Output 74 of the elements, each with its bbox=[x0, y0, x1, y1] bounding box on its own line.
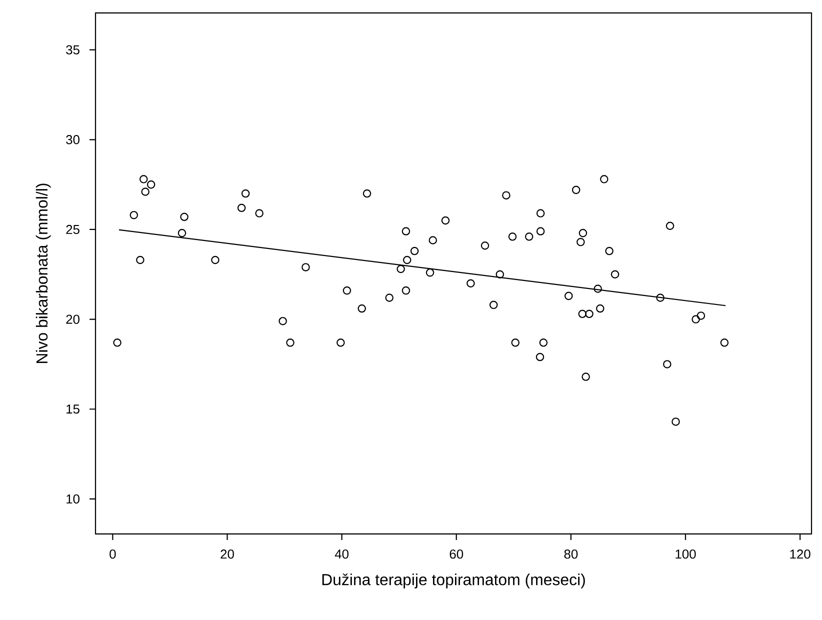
point bbox=[402, 256, 412, 264]
point bbox=[441, 216, 450, 225]
point bbox=[576, 238, 585, 246]
point bbox=[578, 228, 588, 238]
point bbox=[286, 338, 294, 347]
point bbox=[564, 292, 573, 300]
point bbox=[402, 286, 410, 295]
x-tick-label: 0 bbox=[110, 550, 116, 559]
y-tick-label: 25 bbox=[66, 224, 80, 234]
x-tick-label: 80 bbox=[564, 550, 578, 559]
point bbox=[302, 263, 310, 272]
point bbox=[600, 175, 608, 184]
point bbox=[666, 222, 674, 230]
point bbox=[480, 242, 490, 250]
point bbox=[656, 294, 664, 302]
point bbox=[536, 352, 544, 362]
point bbox=[130, 210, 138, 220]
point bbox=[178, 228, 186, 238]
point bbox=[237, 204, 246, 212]
point bbox=[426, 268, 434, 277]
point bbox=[596, 304, 604, 313]
y-tick-label: 15 bbox=[66, 404, 80, 414]
point bbox=[720, 338, 729, 347]
point bbox=[385, 294, 394, 302]
point bbox=[502, 191, 510, 200]
y-tick-label: 20 bbox=[66, 314, 80, 324]
point bbox=[410, 246, 419, 256]
point bbox=[536, 227, 545, 236]
point bbox=[146, 180, 156, 189]
x-tick-label: 60 bbox=[450, 550, 464, 559]
point bbox=[594, 284, 602, 293]
point bbox=[582, 372, 590, 381]
point bbox=[524, 232, 534, 241]
point bbox=[342, 286, 352, 295]
y-tick-label: 10 bbox=[66, 494, 80, 504]
point bbox=[610, 270, 620, 279]
point bbox=[362, 189, 372, 198]
point bbox=[278, 316, 287, 326]
point bbox=[211, 256, 220, 264]
point bbox=[139, 175, 148, 184]
x-tick-label: 20 bbox=[220, 550, 234, 559]
point bbox=[692, 315, 700, 324]
point bbox=[572, 186, 580, 194]
x-tick-label: 40 bbox=[334, 550, 349, 559]
point bbox=[663, 360, 672, 368]
y-axis-title: Nivo bikarbonata (mmol/l) bbox=[36, 184, 51, 363]
point bbox=[539, 338, 548, 347]
point bbox=[241, 189, 250, 198]
point bbox=[358, 304, 366, 313]
point bbox=[255, 209, 264, 218]
point bbox=[428, 236, 438, 244]
point bbox=[336, 338, 345, 347]
point bbox=[180, 212, 188, 222]
y-tick-label: 35 bbox=[66, 45, 80, 54]
point bbox=[396, 264, 405, 274]
point bbox=[696, 312, 706, 320]
point bbox=[402, 227, 410, 236]
point bbox=[496, 270, 504, 279]
x-axis-title: Dužina terapije topiramatom (meseci) bbox=[322, 574, 585, 588]
point bbox=[489, 300, 498, 310]
point bbox=[605, 246, 614, 256]
y-tick-label: 30 bbox=[66, 135, 80, 144]
x-tick-label: 100 bbox=[676, 550, 696, 559]
point bbox=[141, 188, 150, 196]
point bbox=[672, 418, 680, 426]
point bbox=[466, 279, 475, 288]
point bbox=[508, 232, 517, 241]
point bbox=[585, 310, 594, 318]
x-tick-label: 120 bbox=[790, 550, 810, 559]
point bbox=[536, 209, 545, 218]
point bbox=[578, 310, 587, 318]
point bbox=[511, 338, 520, 347]
point bbox=[113, 338, 122, 347]
point bbox=[136, 256, 144, 264]
